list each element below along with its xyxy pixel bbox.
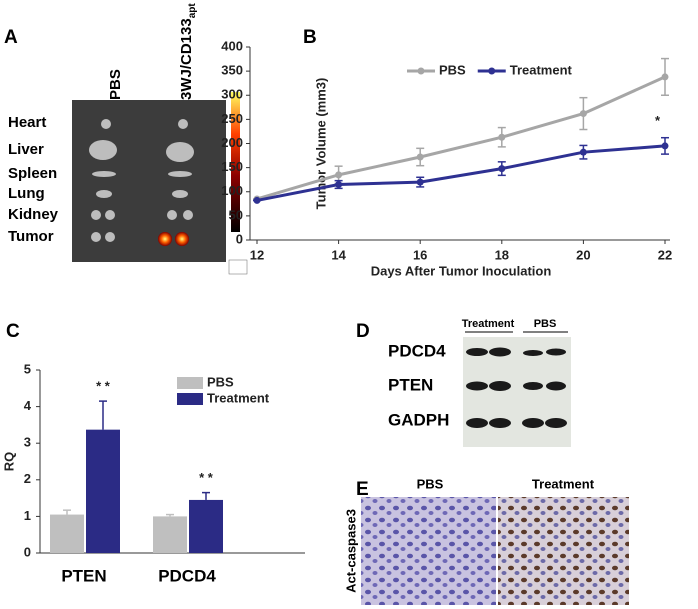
panel-letter: C <box>6 321 20 342</box>
bar <box>189 499 223 553</box>
y-tick-label: 200 <box>221 135 243 150</box>
data-point <box>661 73 669 81</box>
organ-label: Kidney <box>8 206 59 223</box>
data-point <box>335 171 343 179</box>
legend-marker <box>488 67 496 75</box>
group-label: PBS <box>417 476 444 491</box>
column-label-text: 3WJ/CD133 <box>178 18 195 100</box>
bar <box>86 429 120 553</box>
x-tick-label: PTEN <box>61 566 106 585</box>
y-tick-label: 50 <box>229 207 243 222</box>
series-line <box>256 144 666 202</box>
data-point <box>498 133 506 141</box>
data-point <box>661 142 669 150</box>
x-tick-label: 18 <box>495 247 509 262</box>
group-label: PBS <box>534 318 557 330</box>
legend-swatch <box>177 377 203 389</box>
x-axis-label: Days After Tumor Inoculation <box>371 263 552 278</box>
series-line <box>256 75 666 201</box>
stain-image <box>498 497 629 605</box>
blot-bands <box>466 347 567 428</box>
y-tick-label: 0 <box>24 544 31 559</box>
protein-label: PTEN <box>388 375 433 394</box>
legend-swatch <box>177 393 203 405</box>
color-scale <box>231 92 240 232</box>
organ-label: Heart <box>8 114 46 131</box>
y-tick-label: 3 <box>24 435 31 450</box>
legend-label: PBS <box>439 62 466 77</box>
column-label: 3WJ/CD133apt <box>178 3 198 100</box>
y-axis-label: RQ <box>1 452 16 472</box>
data-point <box>579 148 587 156</box>
legend-label: PBS <box>207 374 234 389</box>
x-tick-label: 20 <box>576 247 590 262</box>
legend-label: Treatment <box>510 62 573 77</box>
annotation: * * <box>96 379 111 394</box>
y-tick-label: 1 <box>24 508 31 523</box>
scale-legend <box>228 259 248 275</box>
bar <box>153 516 187 553</box>
legend-label: Treatment <box>207 390 270 405</box>
x-tick-label: PDCD4 <box>158 566 216 585</box>
y-tick-label: 4 <box>24 398 32 413</box>
organ-label: Spleen <box>8 165 57 182</box>
y-tick-label: 400 <box>221 38 243 53</box>
organ-label: Liver <box>8 141 44 158</box>
y-tick-label: 250 <box>221 111 243 126</box>
y-tick-label: 0 <box>236 231 243 246</box>
y-tick-label: 100 <box>221 183 243 198</box>
stain-label: Act-caspase3 <box>343 509 358 593</box>
data-point <box>416 178 424 186</box>
panel-letter: B <box>303 27 317 48</box>
protein-label: PDCD4 <box>388 341 446 360</box>
organ-label: Lung <box>8 185 45 202</box>
x-tick-label: 22 <box>658 247 672 262</box>
group-label: Treatment <box>532 476 595 491</box>
panel-letter: E <box>356 479 369 500</box>
x-tick-label: 16 <box>413 247 427 262</box>
y-tick-label: 150 <box>221 159 243 174</box>
organ-label: Tumor <box>8 228 54 245</box>
stain-image <box>361 497 496 605</box>
data-point <box>335 181 343 189</box>
group-label: Treatment <box>462 318 515 330</box>
x-tick-label: 12 <box>250 247 264 262</box>
legend-marker <box>417 67 425 75</box>
column-label: PBS <box>107 69 124 100</box>
y-tick-label: 5 <box>24 361 31 376</box>
data-point <box>416 153 424 161</box>
y-tick-label: 350 <box>221 63 243 78</box>
column-label-subscript: apt <box>187 3 198 19</box>
y-axis-label: Tumor Volume (mm3) <box>313 78 328 210</box>
y-tick-label: 300 <box>221 87 243 102</box>
organ-images <box>89 119 194 246</box>
protein-label: GADPH <box>388 410 449 429</box>
y-tick-label: 2 <box>24 471 31 486</box>
data-point <box>579 110 587 118</box>
annotation: * * <box>199 470 214 485</box>
bar <box>50 514 84 553</box>
data-point <box>498 165 506 173</box>
panel-letter: D <box>356 321 370 342</box>
x-tick-label: 14 <box>331 247 346 262</box>
annotation: * <box>655 113 661 128</box>
panel-letter: A <box>4 27 18 48</box>
data-point <box>253 196 261 204</box>
